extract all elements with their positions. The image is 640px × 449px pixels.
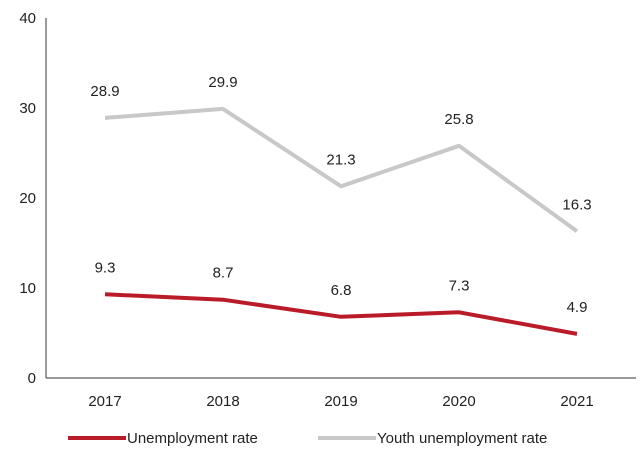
data-label: 4.9 [567, 299, 588, 316]
y-tick-labels: 0 10 20 30 40 [19, 10, 36, 387]
x-tick-labels: 2017 2018 2019 2020 2021 [88, 393, 593, 410]
x-tick-label: 2017 [88, 393, 121, 410]
x-tick-label: 2018 [206, 393, 239, 410]
y-tick-label: 40 [19, 10, 36, 27]
data-label: 16.3 [562, 196, 591, 213]
data-label: 9.3 [95, 259, 116, 276]
data-label: 21.3 [326, 151, 355, 168]
data-label: 29.9 [208, 74, 237, 91]
x-tick-label: 2020 [442, 393, 475, 410]
data-label: 28.9 [90, 83, 119, 100]
series-line-unemployment-rate [104, 292, 578, 336]
y-tick-label: 10 [19, 280, 36, 297]
axes [45, 18, 636, 379]
x-tick-label: 2019 [324, 393, 357, 410]
series-line-youth-unemployment-rate [104, 106, 579, 233]
legend: Unemployment rate Youth unemployment rat… [68, 430, 547, 447]
data-label: 7.3 [449, 277, 470, 294]
legend-label-unemployment-rate: Unemployment rate [127, 430, 258, 447]
y-tick-label: 20 [19, 190, 36, 207]
y-tick-label: 0 [28, 370, 36, 387]
y-tick-label: 30 [19, 100, 36, 117]
x-tick-label: 2021 [560, 393, 593, 410]
legend-label-youth-unemployment-rate: Youth unemployment rate [377, 430, 547, 447]
data-label: 8.7 [213, 265, 234, 282]
series-layer [104, 106, 579, 336]
data-labels: 9.3 8.7 6.8 7.3 4.9 28.9 29.9 21.3 25.8 16.3 [90, 74, 591, 316]
data-label: 25.8 [444, 111, 473, 128]
data-label: 6.8 [331, 282, 352, 299]
